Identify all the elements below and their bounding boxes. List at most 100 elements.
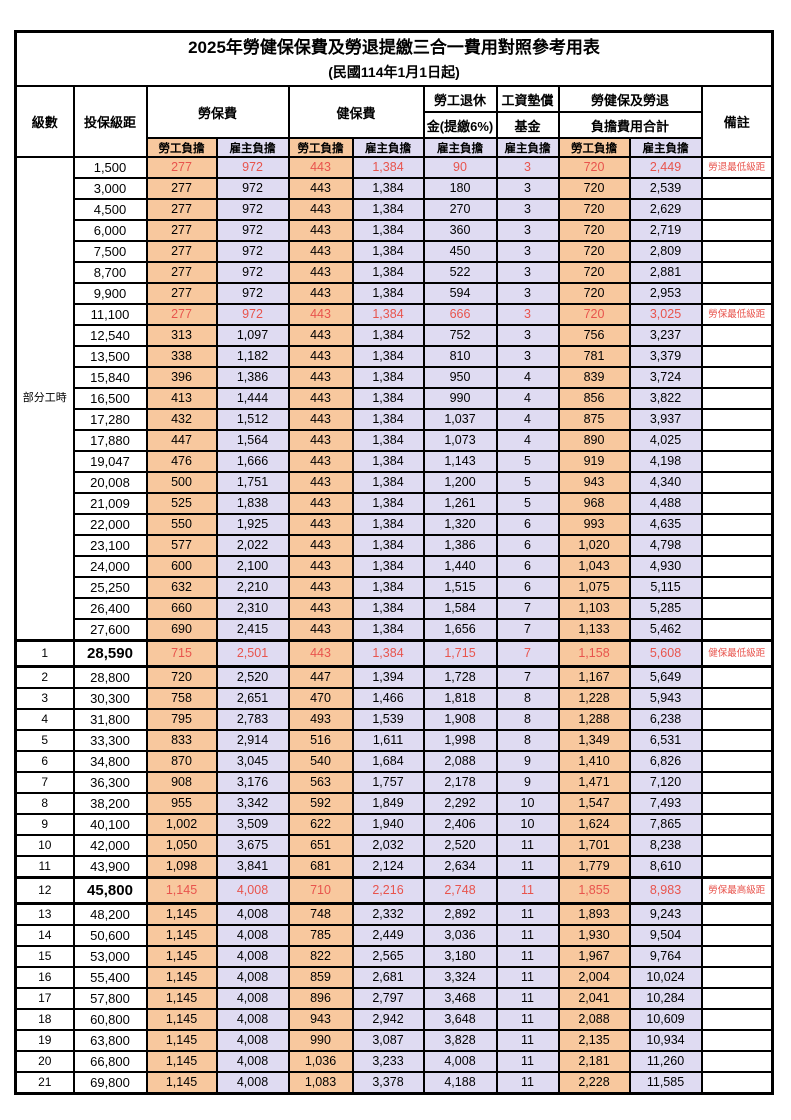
cell-bracket: 26,400	[72, 597, 148, 620]
cell-pension-employer: 450	[422, 240, 498, 263]
cell-health-employer: 1,384	[351, 282, 425, 305]
cell-labor-employee: 476	[145, 450, 218, 473]
table-row: 16,500 413 1,444 443 1,384 990 4 856 3,822	[16, 387, 774, 410]
cell-total-employee: 1,855	[557, 876, 631, 905]
cell-total-employee: 856	[557, 387, 631, 410]
cell-health-employer: 1,384	[351, 534, 425, 557]
cell-bracket: 45,800	[72, 876, 148, 905]
cell-total-employer: 4,930	[628, 555, 703, 578]
cell-wage-fund-employer: 11	[495, 1008, 560, 1031]
cell-pension-employer: 3,468	[422, 987, 498, 1010]
subheader-total-employer: 雇主負擔	[628, 137, 703, 158]
cell-total-employee: 1,624	[557, 813, 631, 836]
col-header-wage-fund-line2: 基金	[495, 111, 560, 139]
cell-pension-employer: 2,748	[422, 876, 498, 905]
cell-labor-employer: 2,651	[215, 687, 290, 710]
title-box: 2025年勞健保保費及勞退提繳三合一費用對照參考用表 (民國114年1月1日起)	[14, 30, 774, 87]
cell-total-employee: 2,004	[557, 966, 631, 989]
cell-total-employee: 919	[557, 450, 631, 473]
cell-note	[700, 387, 774, 410]
cell-total-employer: 5,285	[628, 597, 703, 620]
page-title: 2025年勞健保保費及勞退提繳三合一費用對照參考用表	[188, 38, 600, 57]
cell-bracket: 36,300	[72, 771, 148, 794]
cell-total-employer: 2,539	[628, 177, 703, 200]
cell-health-employee: 470	[287, 687, 354, 710]
table-row: 18 60,800 1,145 4,008 943 2,942 3,648 11 2,088 10…	[14, 1008, 774, 1031]
cell-labor-employer: 4,008	[215, 902, 290, 926]
table-row: 部分工時 1,500 277 972 443 1,384 90 3 720 2,449 勞退最低級距	[14, 156, 774, 642]
cell-wage-fund-employer: 3	[495, 261, 560, 284]
cell-total-employer: 3,025	[628, 303, 703, 326]
cell-wage-fund-employer: 11	[495, 855, 560, 879]
cell-labor-employee: 1,145	[145, 902, 218, 926]
cell-wage-fund-employer: 6	[495, 513, 560, 536]
cell-labor-employer: 1,444	[215, 387, 290, 410]
cell-pension-employer: 594	[422, 282, 498, 305]
subheader-pension-employer: 雇主負擔	[422, 137, 498, 158]
cell-level: 17	[14, 987, 75, 1010]
cell-note	[700, 324, 774, 347]
cell-note	[700, 1029, 774, 1052]
header-row-1: 級數 投保級距 勞保費 健保費 勞工退休 工資墊償 勞健保及勞退 備註	[14, 85, 774, 158]
cell-pension-employer: 2,634	[422, 855, 498, 879]
cell-level: 11	[14, 855, 75, 879]
cell-health-employee: 443	[287, 303, 354, 326]
cell-bracket: 6,000	[72, 219, 148, 242]
cell-wage-fund-employer: 11	[495, 987, 560, 1010]
cell-note	[700, 618, 774, 642]
cell-pension-employer: 2,406	[422, 813, 498, 836]
cell-note	[700, 555, 774, 578]
cell-labor-employer: 972	[215, 198, 290, 221]
cell-wage-fund-employer: 7	[495, 618, 560, 642]
cell-labor-employee: 715	[145, 639, 218, 668]
cell-note	[700, 198, 774, 221]
cell-note	[700, 408, 774, 431]
cell-health-employer: 2,681	[351, 966, 425, 989]
cell-bracket: 7,500	[72, 240, 148, 263]
cell-total-employee: 875	[557, 408, 631, 431]
cell-labor-employee: 1,145	[145, 945, 218, 968]
cell-note	[700, 687, 774, 710]
cell-wage-fund-employer: 5	[495, 471, 560, 494]
cell-labor-employer: 972	[215, 156, 290, 179]
cell-level: 20	[14, 1050, 75, 1073]
cell-note	[700, 597, 774, 620]
table-row: 12,540 313 1,097 443 1,384 752 3 756 3,237	[16, 324, 774, 347]
cell-note: 勞退最低級距	[700, 156, 774, 179]
cell-health-employer: 1,384	[351, 639, 425, 668]
cell-note	[700, 729, 774, 752]
cell-bracket: 19,047	[72, 450, 148, 473]
cell-total-employee: 1,075	[557, 576, 631, 599]
cell-total-employer: 5,115	[628, 576, 703, 599]
cell-total-employer: 4,025	[628, 429, 703, 452]
cell-total-employee: 2,135	[557, 1029, 631, 1052]
cell-note	[700, 1071, 774, 1095]
cell-total-employee: 756	[557, 324, 631, 347]
cell-pension-employer: 3,036	[422, 924, 498, 947]
cell-level: 4	[14, 708, 75, 731]
cell-health-employee: 443	[287, 387, 354, 410]
cell-health-employee: 443	[287, 450, 354, 473]
cell-health-employer: 1,384	[351, 408, 425, 431]
cell-note	[700, 429, 774, 452]
cell-health-employer: 1,384	[351, 555, 425, 578]
cell-bracket: 43,900	[72, 855, 148, 879]
cell-pension-employer: 1,143	[422, 450, 498, 473]
col-header-health-insurance: 健保費	[287, 85, 425, 139]
cell-health-employer: 2,032	[351, 834, 425, 857]
table-row: 4 31,800 795 2,783 493 1,539 1,908 8 1,288 6,238	[14, 708, 774, 731]
cell-bracket: 28,590	[72, 639, 148, 668]
cell-level: 16	[14, 966, 75, 989]
cell-bracket: 48,200	[72, 902, 148, 926]
cell-note	[700, 261, 774, 284]
cell-bracket: 69,800	[72, 1071, 148, 1095]
cell-wage-fund-employer: 4	[495, 387, 560, 410]
cell-health-employer: 1,384	[351, 177, 425, 200]
cell-wage-fund-employer: 11	[495, 924, 560, 947]
cell-pension-employer: 1,728	[422, 665, 498, 689]
cell-labor-employee: 1,098	[145, 855, 218, 879]
premium-table: 2025年勞健保保費及勞退提繳三合一費用對照參考用表 (民國114年1月1日起)…	[14, 30, 774, 1095]
table-row: 6 34,800 870 3,045 540 1,684 2,088 9 1,410 6,826	[14, 750, 774, 773]
cell-bracket: 27,600	[72, 618, 148, 642]
cell-pension-employer: 2,292	[422, 792, 498, 815]
